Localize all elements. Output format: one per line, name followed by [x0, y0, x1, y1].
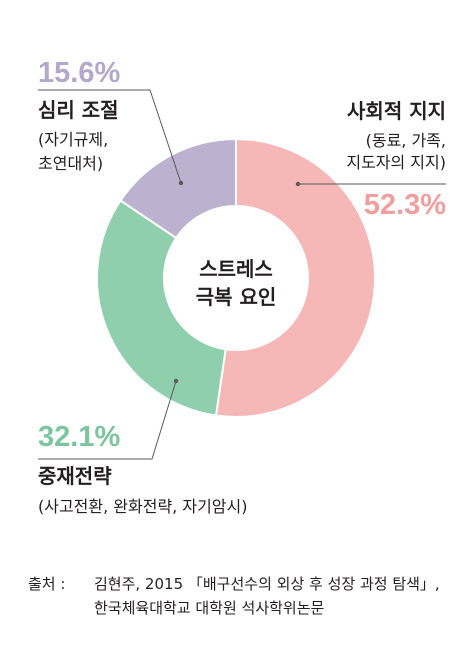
leader-dot-2 [173, 378, 179, 384]
category-label-2: 중재전략 [38, 464, 112, 488]
center-label-line-1: 스트레스 [199, 257, 273, 281]
category-detail-3-1: (자기규제, [38, 130, 108, 149]
category-detail-1-2: 지도자의 지지) [346, 153, 446, 172]
value-label-3: 15.6% [38, 57, 120, 89]
leader-line-3 [38, 89, 182, 184]
leader-line-2 [38, 380, 177, 460]
leader-dot-3 [178, 180, 184, 186]
value-label-1: 52.3% [364, 189, 446, 221]
category-label-3: 심리 조절 [38, 98, 119, 122]
chart-svg: 52.3% 사회적 지지 (동료, 가족, 지도자의 지지) 32.1% 중재전략 (사고전… [38, 57, 446, 516]
category-detail-2-1: (사고전환, 완화전략, 자기암시) [38, 497, 247, 516]
donut-slice-3 [119, 137, 237, 240]
donut-slice-1 [214, 137, 376, 418]
source-line-2: 한국체육대학교 대학원 석사학위논문 [94, 599, 325, 617]
category-detail-3-2: 초연대처) [38, 154, 103, 173]
category-label-1: 사회적 지지 [347, 99, 446, 123]
donut-slice-2 [96, 199, 227, 417]
source-line-1: 김현주, 2015 「배구선수의 외상 후 성장 과정 탐색」, [94, 575, 440, 593]
source-label: 출처 : [28, 575, 66, 593]
source-note: 출처 : 김현주, 2015 「배구선수의 외상 후 성장 과정 탐색」, 한국체… [28, 572, 440, 620]
leader-dot-1 [295, 181, 301, 187]
value-label-2: 32.1% [38, 421, 120, 453]
category-detail-1-1: (동료, 가족, [366, 131, 446, 150]
center-label-line-2: 극복 요인 [196, 285, 277, 309]
